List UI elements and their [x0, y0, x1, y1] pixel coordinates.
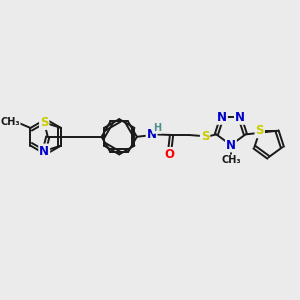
Text: O: O	[164, 148, 174, 161]
Text: S: S	[256, 124, 264, 137]
Text: N: N	[235, 111, 245, 124]
Text: N: N	[147, 128, 157, 141]
Text: S: S	[201, 130, 209, 143]
Text: N: N	[226, 139, 236, 152]
Text: N: N	[217, 111, 227, 124]
Text: H: H	[153, 123, 161, 133]
Text: CH₃: CH₃	[221, 155, 241, 165]
Text: CH₃: CH₃	[0, 117, 20, 127]
Text: N: N	[39, 145, 49, 158]
Text: S: S	[40, 116, 49, 129]
